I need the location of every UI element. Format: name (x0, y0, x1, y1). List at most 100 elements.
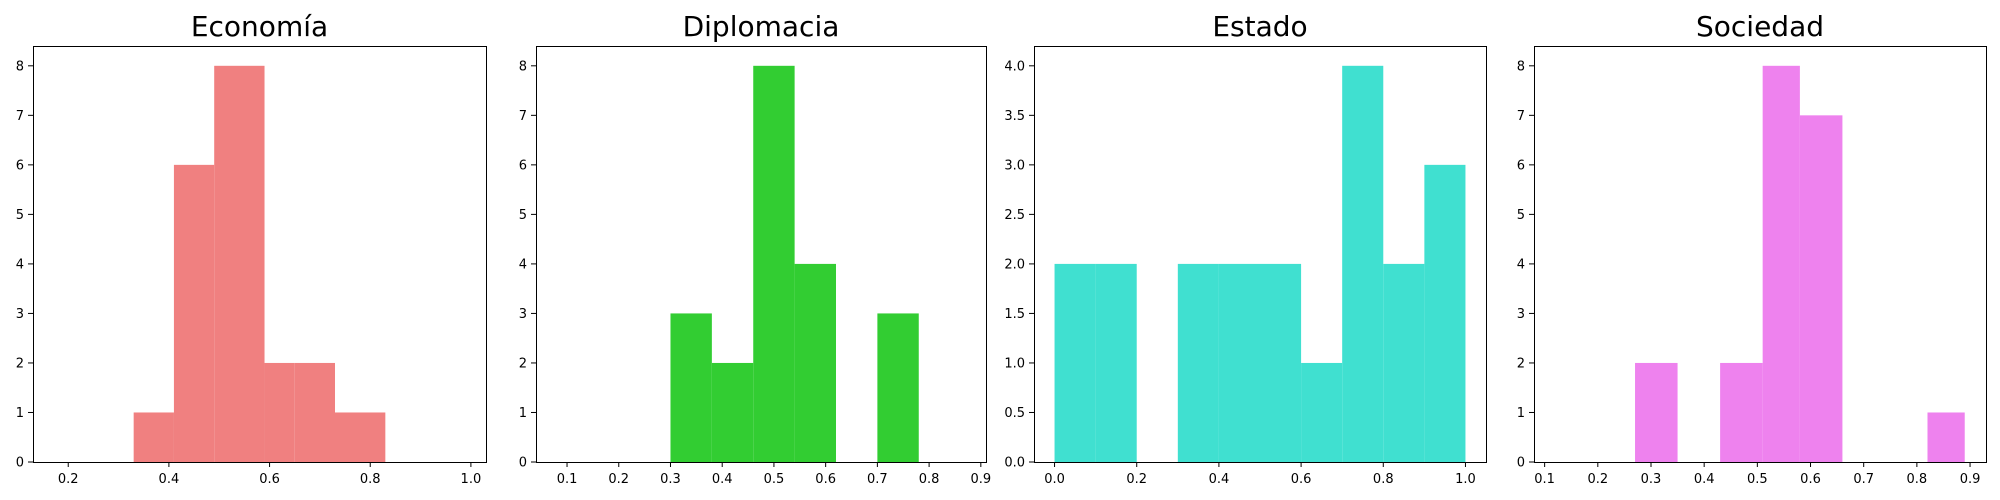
y-tick-label: 6 (519, 158, 527, 173)
y-tick-label: 7 (519, 109, 527, 124)
y-tick-label: 2.0 (1004, 257, 1025, 272)
y-tick-label: 1.0 (1004, 356, 1025, 371)
x-tick-label: 0.4 (712, 472, 733, 487)
histogram-bar (877, 313, 919, 462)
histogram-bar (133, 412, 174, 462)
x-tick-label: 0.8 (1373, 472, 1394, 487)
histogram-bar (670, 313, 712, 462)
histogram-bar (264, 362, 295, 462)
axes-frame (1534, 46, 1987, 463)
y-tick-label: 3 (16, 307, 24, 322)
histogram-bar (1260, 263, 1302, 462)
axes-frame (33, 46, 487, 463)
histogram-bar (294, 362, 335, 462)
histogram-bar (1095, 263, 1137, 462)
histogram-panel-3: 0.1 0.2 0.3 0.4 0.5 0.6 0.7 0.8 0.9 0 1 2 3 4 5 6 7 8 Soci… (1517, 10, 1987, 487)
x-tick-label: 0.1 (1534, 472, 1555, 487)
axes-frame (1034, 46, 1487, 463)
y-tick-label: 7 (16, 109, 24, 124)
x-tick-label: 0.8 (1907, 472, 1928, 487)
x-tick-label: 0.8 (360, 472, 381, 487)
y-tick-label: 1 (519, 406, 527, 421)
chart-title: Estado (1212, 10, 1307, 43)
chart-title: Economía (191, 10, 328, 43)
x-tick-label: 1.0 (461, 472, 482, 487)
histogram-bar (1799, 115, 1843, 462)
y-tick-label: 6 (1517, 158, 1525, 173)
y-tick-label: 0.0 (1004, 456, 1025, 471)
histogram-bar (214, 65, 265, 463)
histogram-bar (1301, 362, 1343, 462)
histogram-bar (1177, 263, 1219, 462)
x-tick-label: 0.2 (58, 472, 79, 487)
x-tick-label: 0.6 (815, 472, 836, 487)
histogram-bar (1762, 65, 1800, 463)
x-tick-label: 0.1 (557, 472, 578, 487)
axes-frame (536, 46, 987, 463)
x-tick-label: 0.6 (1291, 472, 1312, 487)
chart-title: Diplomacia (683, 10, 840, 43)
y-tick-label: 7 (1517, 109, 1525, 124)
histogram-panel-0: 0.2 0.4 0.6 0.8 1.0 0 1 2 3 4 5 6 7 8 Economía (16, 10, 487, 487)
y-tick-label: 6 (16, 158, 24, 173)
y-tick-label: 3 (1517, 307, 1525, 322)
x-tick-label: 0.3 (660, 472, 681, 487)
y-tick-label: 2 (16, 356, 24, 371)
y-tick-label: 5 (519, 208, 527, 223)
x-tick-label: 0.6 (1800, 472, 1821, 487)
y-tick-label: 5 (16, 208, 24, 223)
y-tick-label: 8 (16, 59, 24, 74)
x-tick-label: 1.0 (1455, 472, 1476, 487)
x-tick-label: 0.4 (159, 472, 180, 487)
histogram-bar (1927, 412, 1965, 462)
y-tick-label: 0.5 (1004, 406, 1025, 421)
x-tick-label: 0.9 (970, 472, 991, 487)
y-tick-label: 8 (519, 59, 527, 74)
y-tick-label: 4.0 (1004, 59, 1025, 74)
histogram-bar (1635, 362, 1678, 462)
histogram-bar (1720, 362, 1763, 462)
x-tick-label: 0.2 (1587, 472, 1608, 487)
histogram-bar (1424, 164, 1466, 462)
y-tick-label: 3.0 (1004, 158, 1025, 173)
x-tick-label: 0.0 (1044, 472, 1065, 487)
x-tick-label: 0.8 (919, 472, 940, 487)
histogram-bar (1218, 263, 1260, 462)
histogram-bar (1383, 263, 1425, 462)
y-tick-label: 4 (519, 257, 527, 272)
y-tick-label: 5 (1517, 208, 1525, 223)
y-tick-label: 2 (519, 356, 527, 371)
chart-title: Sociedad (1696, 10, 1824, 43)
histogram-bar (753, 65, 795, 463)
y-tick-label: 1.5 (1004, 307, 1025, 322)
histogram-bar (173, 164, 215, 462)
histogram-bar (335, 412, 386, 462)
histogram-bar (1342, 65, 1384, 463)
x-tick-label: 0.3 (1641, 472, 1662, 487)
y-tick-label: 1 (1517, 406, 1525, 421)
histogram-bar (1054, 263, 1096, 462)
y-tick-label: 0 (1517, 456, 1525, 471)
x-tick-label: 0.9 (1960, 472, 1981, 487)
x-tick-label: 0.5 (764, 472, 785, 487)
x-tick-label: 0.2 (608, 472, 629, 487)
x-tick-label: 0.7 (1853, 472, 1874, 487)
histogram-bar (711, 362, 754, 462)
histogram-panel-2: 0.0 0.2 0.4 0.6 0.8 1.0 0.0 0.5 1.0 1.5 2.0 2.5 3.0 3… (1004, 10, 1487, 487)
y-tick-label: 1 (16, 406, 24, 421)
x-tick-label: 0.2 (1126, 472, 1147, 487)
y-tick-label: 4 (16, 257, 24, 272)
histogram-panel-1: 0.1 0.2 0.3 0.4 0.5 0.6 0.7 0.8 0.9 0 1 2 3 4 5 6 7 8 Dipl… (519, 10, 991, 487)
y-tick-label: 0 (16, 456, 24, 471)
x-tick-label: 0.5 (1747, 472, 1768, 487)
y-tick-label: 0 (519, 456, 527, 471)
x-tick-label: 0.6 (259, 472, 280, 487)
x-tick-label: 0.4 (1694, 472, 1715, 487)
y-tick-label: 2 (1517, 356, 1525, 371)
y-tick-label: 8 (1517, 59, 1525, 74)
histogram-bar (794, 263, 836, 462)
y-tick-label: 3.5 (1004, 109, 1025, 124)
y-tick-label: 4 (1517, 257, 1525, 272)
x-tick-label: 0.4 (1209, 472, 1230, 487)
